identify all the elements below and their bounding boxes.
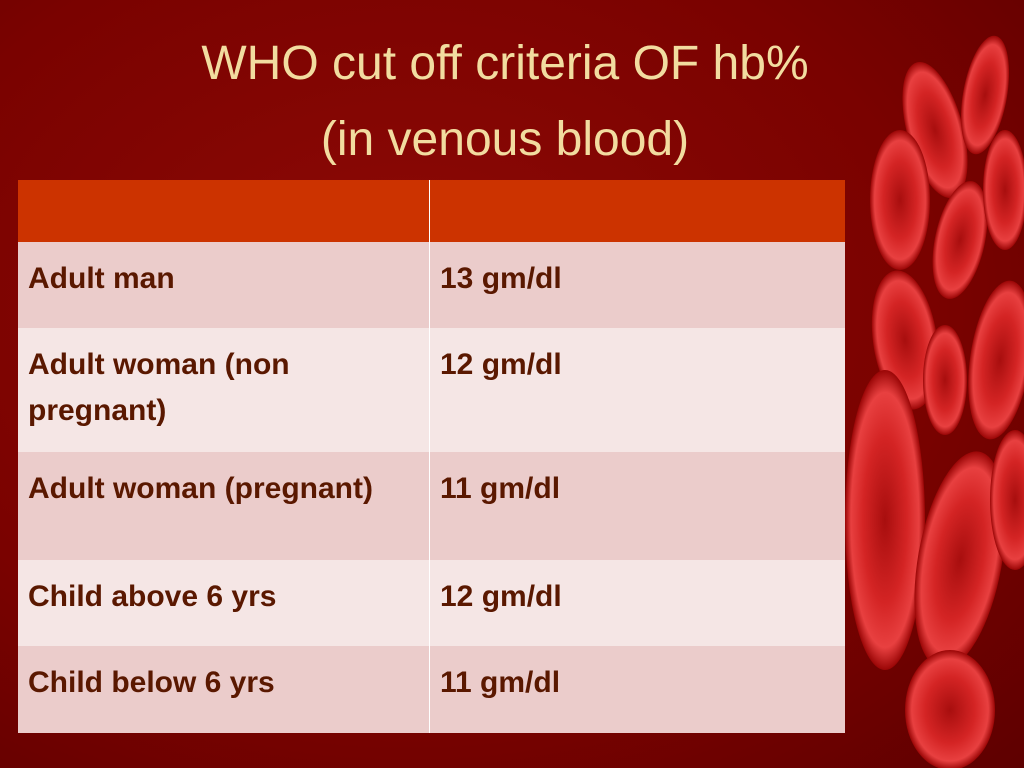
table-row: Child below 6 yrs 11 gm/dl xyxy=(18,646,845,733)
header-row xyxy=(18,180,845,242)
value-cell: 11 gm/dl xyxy=(440,472,561,505)
group-cell: Adult man xyxy=(18,242,430,328)
value-cell: 12 gm/dl xyxy=(440,580,562,613)
cells xyxy=(845,35,1024,768)
value-cell: 13 gm/dl xyxy=(440,262,562,295)
table: Adult man 13 gm/dl Adult woman (non pregna… xyxy=(18,180,845,733)
group-cell: Adult woman (pregnant) xyxy=(18,452,430,560)
header-cell xyxy=(430,180,845,242)
group-cell: Child above 6 yrs xyxy=(18,560,430,646)
group-cell: Child below 6 yrs xyxy=(18,646,430,733)
group-cell: Adult woman (non pregnant) xyxy=(18,328,430,452)
table-row: Child above 6 yrs 12 gm/dl xyxy=(18,560,845,646)
table-row: Adult woman (non pregnant) 12 gm/dl xyxy=(18,328,845,452)
value-cell: 11 gm/dl xyxy=(440,666,561,699)
table-row: Adult man 13 gm/dl xyxy=(18,242,845,328)
table-row: Adult woman (pregnant) 11 gm/dl xyxy=(18,452,845,560)
header-cell xyxy=(18,180,430,242)
value-cell: 12 gm/dl xyxy=(440,348,562,381)
title-line: (in venous blood) xyxy=(320,113,690,166)
title-line: WHO cut off criteria OF hb% xyxy=(201,37,809,90)
